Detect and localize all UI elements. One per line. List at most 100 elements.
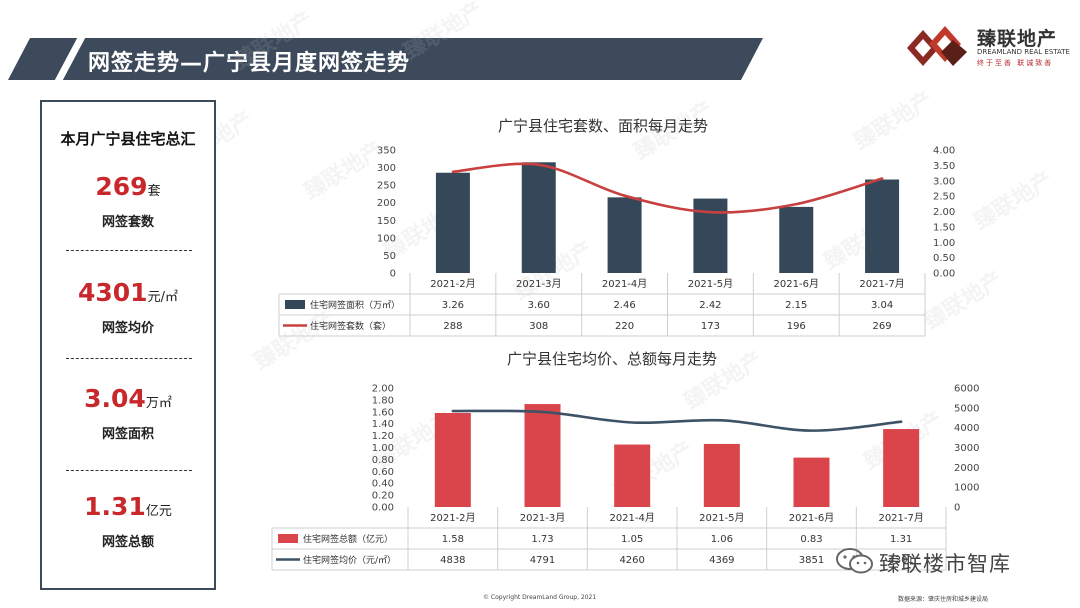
chart1-data-value: 269 <box>873 321 892 332</box>
header-banner: 网签走势—广宁县月度网签走势 <box>8 38 763 80</box>
stat-total-value: 1.31 <box>84 492 146 521</box>
chart2-line <box>451 409 903 432</box>
chart1-title: 广宁县住宅套数、面积每月走势 <box>498 117 709 135</box>
chart2-legend-label: 住宅网签总额（亿元） <box>303 533 393 545</box>
chart2-data-value: 4791 <box>530 555 555 566</box>
chart1-right-tick: 3.50 <box>933 161 955 172</box>
chart2-left-tick: 0.80 <box>372 455 394 466</box>
stat-area-label: 网签面积 <box>101 427 154 442</box>
wechat-label: 臻联楼市智库 <box>879 552 1011 576</box>
chart1-right-tick: 3.00 <box>933 176 955 187</box>
chart2-right-tick: 2000 <box>954 463 979 474</box>
stat-total-label: 网签总额 <box>101 535 154 550</box>
chart1-data-value: 3.60 <box>528 300 550 311</box>
chart2-right-tick: 0 <box>954 503 960 514</box>
chart1-right-tick: 4.00 <box>933 146 955 157</box>
chart2-left-tick: 1.00 <box>372 443 394 454</box>
summary-divider <box>66 250 192 251</box>
stat-area: 3.04万㎡ 网签面积 <box>42 384 214 442</box>
chart2-data-value: 0.83 <box>800 534 822 545</box>
chart1-right-tick: 1.50 <box>933 222 955 233</box>
chart1-left-tick: 0 <box>390 269 396 280</box>
chart1-legend-label: 住宅网签面积（万㎡） <box>310 299 400 311</box>
chart1-left-tick: 300 <box>377 163 396 174</box>
chart1-category-label: 2021-4月 <box>602 278 647 290</box>
stat-units: 269套 网签套数 <box>42 172 214 230</box>
stat-units-label: 网签套数 <box>101 215 154 230</box>
summary-title: 本月广宁县住宅总汇 <box>60 130 196 148</box>
stat-price-unit: 元/㎡ <box>147 290 178 305</box>
chart2-left-tick: 0.40 <box>372 479 394 490</box>
wechat-icon <box>836 548 873 574</box>
summary-panel: 本月广宁县住宅总汇 269套 网签套数 4301元/㎡ 网签均价 3.04万㎡ … <box>40 100 216 590</box>
stat-price-value: 4301 <box>78 278 148 307</box>
chart1-right-tick: 0.50 <box>933 253 955 264</box>
company-logo: 臻联地产 DREAMLAND REAL ESTATE 终于至善 联诚致善 <box>905 22 1075 70</box>
chart2-data-value: 1.06 <box>711 534 733 545</box>
stat-units-unit: 套 <box>147 184 161 199</box>
chart2-right-tick: 4000 <box>954 423 979 434</box>
logo-name-cn: 臻联地产 <box>977 28 1058 50</box>
stat-price-label: 网签均价 <box>101 321 154 336</box>
chart2-data-value: 1.73 <box>531 534 553 545</box>
chart2-bar <box>524 404 561 507</box>
summary-divider <box>66 358 192 359</box>
chart2-legend-label: 住宅网签均价（元/㎡） <box>303 554 396 566</box>
chart1-bar <box>435 172 470 273</box>
chart1-data-value: 3.04 <box>871 300 893 311</box>
chart1-left-tick: 100 <box>377 233 396 244</box>
summary-divider <box>66 470 192 471</box>
chart2-left-tick: 0.00 <box>372 503 394 514</box>
chart1-data-value: 196 <box>787 321 806 332</box>
chart2-data-value: 4260 <box>619 555 644 566</box>
chart2-legend-swatch <box>278 534 298 543</box>
page-title: 网签走势—广宁县月度网签走势 <box>88 51 411 76</box>
chart2-bar <box>793 457 830 507</box>
chart2-category-label: 2021-7月 <box>878 512 923 524</box>
chart1-data-value: 173 <box>701 321 720 332</box>
logo-name-en: DREAMLAND REAL ESTATE <box>977 48 1070 56</box>
wechat-tag: 臻联楼市智库 <box>835 546 1060 576</box>
chart2-data-value: 1.05 <box>621 534 643 545</box>
chart2-data-value: 4301 <box>888 555 913 566</box>
chart1-data-value: 2.15 <box>785 300 807 311</box>
chart2-left-tick: 0.20 <box>372 491 394 502</box>
chart2-right-tick: 6000 <box>954 384 979 395</box>
chart2-bar <box>703 443 740 507</box>
chart1-category-label: 2021-3月 <box>516 278 561 290</box>
chart1-bar <box>521 162 556 273</box>
chart1-left-tick: 250 <box>377 181 396 192</box>
chart2-data-value: 1.58 <box>442 534 464 545</box>
chart2-category-label: 2021-5月 <box>699 512 744 524</box>
chart1-right-tick: 2.00 <box>933 207 955 218</box>
chart2-right-tick: 3000 <box>954 443 979 454</box>
chart1-data-value: 3.26 <box>442 300 464 311</box>
chart1-right-tick: 0.00 <box>933 269 955 280</box>
stat-total: 1.31亿元 网签总额 <box>42 492 214 550</box>
chart2-data-value: 4369 <box>709 555 734 566</box>
chart2-category-label: 2021-2月 <box>430 512 475 524</box>
chart1-category-label: 2021-2月 <box>430 278 475 290</box>
chart1-left-tick: 50 <box>383 251 396 262</box>
footer-source: 数据来源：肇庆住房和城乡建设局 <box>898 596 989 603</box>
chart1-line <box>451 162 884 214</box>
chart1-bar <box>607 197 642 273</box>
chart2-category-label: 2021-4月 <box>609 512 654 524</box>
stat-area-unit: 万㎡ <box>145 396 172 411</box>
chart1-category-label: 2021-7月 <box>859 278 904 290</box>
chart1-category-label: 2021-5月 <box>688 278 733 290</box>
chart1-data-value: 220 <box>615 321 634 332</box>
stat-total-unit: 亿元 <box>145 504 172 519</box>
chart2-right-tick: 1000 <box>954 483 979 494</box>
chart1-data-value: 2.42 <box>699 300 721 311</box>
stat-units-value: 269 <box>95 172 148 201</box>
chart2-left-tick: 1.20 <box>372 431 394 442</box>
chart2-left-tick: 1.60 <box>372 407 394 418</box>
footer-copyright: © Copyright DreamLand Group, 2021 <box>483 594 597 601</box>
chart1-category-label: 2021-6月 <box>774 278 819 290</box>
stat-price: 4301元/㎡ 网签均价 <box>42 278 214 336</box>
stat-area-value: 3.04 <box>84 384 146 413</box>
chart2-bar <box>434 412 471 507</box>
